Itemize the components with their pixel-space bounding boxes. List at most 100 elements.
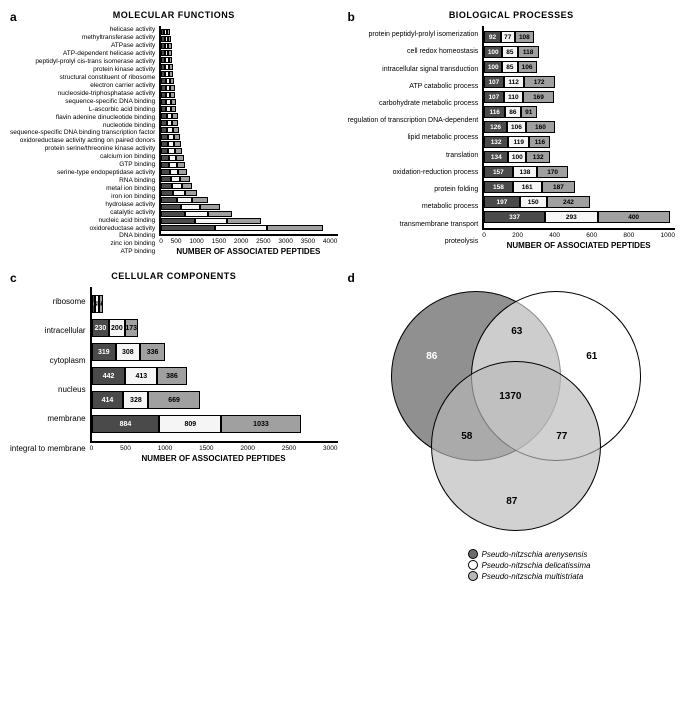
category-label: intracellular: [10, 326, 86, 335]
bar-segment: 116: [484, 106, 505, 118]
legend-text: Pseudo-nitzschia arenysensis: [482, 550, 588, 559]
bar-segment: [175, 148, 182, 154]
bar-row: 134100132: [484, 151, 675, 163]
panel-b-chart: protein peptidyl-prolyl isomerizationcel…: [348, 26, 676, 250]
xtick: 1500: [212, 238, 226, 245]
category-label: nucleic acid binding: [10, 217, 155, 224]
bar-row: 1168691: [484, 106, 675, 118]
bar-segment: 132: [526, 151, 550, 163]
category-label: metal ion binding: [10, 185, 155, 192]
bar-segment: 809: [159, 415, 221, 433]
category-label: proteolysis: [348, 238, 479, 245]
bar-row: [161, 225, 337, 231]
bar-segment: [173, 127, 179, 133]
bar-segment: [176, 155, 184, 161]
panel-a-label: a: [10, 10, 17, 24]
bar-row: [161, 183, 337, 189]
bar-row: [161, 36, 337, 42]
venn-val-only2: 61: [586, 351, 597, 362]
bar-row: [161, 92, 337, 98]
category-label: nucleotide binding: [10, 122, 155, 129]
bar-segment: [170, 85, 175, 91]
bar-segment: [172, 120, 178, 126]
bar-segment: 161: [513, 181, 542, 193]
bar-segment: [170, 169, 178, 175]
panel-b-xlabel: NUMBER OF ASSOCIATED PEPTIDES: [482, 241, 675, 250]
panel-b-bars: 9277108100851181008510610711217210711016…: [482, 26, 675, 230]
bar-row: [161, 218, 337, 224]
bar-row: 414328669: [92, 391, 338, 409]
bar-row: 126106160: [484, 121, 675, 133]
bar-row: [161, 162, 337, 168]
bar-segment: 400: [598, 211, 670, 223]
category-label: protein peptidyl-prolyl isomerization: [348, 31, 479, 38]
panel-c-ylabels: ribosomeintracellularcytoplasmnucleusmem…: [10, 287, 90, 463]
xtick: 2000: [234, 238, 248, 245]
category-label: zinc ion binding: [10, 240, 155, 247]
bar-row: [161, 176, 337, 182]
category-label: ATP-dependent helicase activity: [10, 50, 155, 57]
category-label: hydrolase activity: [10, 201, 155, 208]
bar-row: [161, 78, 337, 84]
xtick: 600: [586, 232, 597, 239]
bar-segment: [215, 225, 267, 231]
venn-val-i23: 77: [556, 431, 567, 442]
bar-segment: 319: [92, 343, 116, 361]
bar-segment: [168, 148, 175, 154]
panel-a-xticks: 05001000150020002500300035004000: [159, 238, 337, 245]
xtick: 1500: [199, 445, 213, 452]
bar-row: 442413386: [92, 367, 338, 385]
bar-segment: [185, 190, 197, 196]
bar-row: [161, 29, 337, 35]
bar-segment: 157: [484, 166, 512, 178]
bar-segment: [173, 190, 185, 196]
bar-row: 107110169: [484, 91, 675, 103]
panel-a-title: MOLECULAR FUNCTIONS: [10, 10, 338, 20]
bar-segment: [267, 225, 323, 231]
bar-row: [161, 106, 337, 112]
bar-row: [161, 120, 337, 126]
panel-d: d 86 61 87 63 58 77 1370 Pseudo-nitzschi…: [348, 271, 676, 582]
bar-segment: [192, 197, 208, 203]
bar-row: 337293400: [484, 211, 675, 223]
bar-segment: [169, 57, 173, 63]
bar-segment: 107: [484, 91, 503, 103]
bar-segment: 150: [520, 196, 547, 208]
bar-segment: 110: [504, 91, 524, 103]
category-label: protein kinase activity: [10, 66, 155, 73]
bar-segment: 92: [484, 31, 501, 43]
bar-segment: 442: [92, 367, 126, 385]
category-label: iron ion binding: [10, 193, 155, 200]
bar-segment: [172, 113, 178, 119]
figure-grid: a MOLECULAR FUNCTIONS helicase activitym…: [10, 10, 675, 582]
category-label: peptidyl-prolyl cis-trans isomerase acti…: [10, 58, 155, 65]
venn-val-only1: 86: [426, 351, 437, 362]
xtick: 3000: [323, 445, 337, 452]
bar-row: 9277108: [484, 31, 675, 43]
bar-row: 504550: [92, 295, 338, 313]
xtick: 0: [159, 238, 163, 245]
panel-b: b BIOLOGICAL PROCESSES protein peptidyl-…: [348, 10, 676, 256]
legend-text: Pseudo-nitzschia multistriata: [482, 572, 584, 581]
bar-segment: [171, 99, 176, 105]
bar-segment: 106: [507, 121, 526, 133]
bar-segment: 118: [518, 46, 539, 58]
bar-segment: [177, 162, 185, 168]
bar-row: [161, 85, 337, 91]
category-label: sequence-specific DNA binding: [10, 98, 155, 105]
bar-segment: 116: [529, 136, 550, 148]
category-label: electron carrier activity: [10, 82, 155, 89]
bar-row: [161, 64, 337, 70]
panel-b-ylabels: protein peptidyl-prolyl isomerizationcel…: [348, 26, 483, 250]
bar-row: 157138170: [484, 166, 675, 178]
bar-segment: 669: [148, 391, 199, 409]
bar-segment: [182, 183, 192, 189]
xtick: 0: [90, 445, 94, 452]
bar-segment: [177, 197, 192, 203]
bar-row: [161, 57, 337, 63]
bar-row: 10085118: [484, 46, 675, 58]
bar-segment: [161, 148, 168, 154]
venn-val-only3: 87: [506, 496, 517, 507]
panel-c-xlabel: NUMBER OF ASSOCIATED PEPTIDES: [90, 454, 338, 463]
xtick: 800: [623, 232, 634, 239]
